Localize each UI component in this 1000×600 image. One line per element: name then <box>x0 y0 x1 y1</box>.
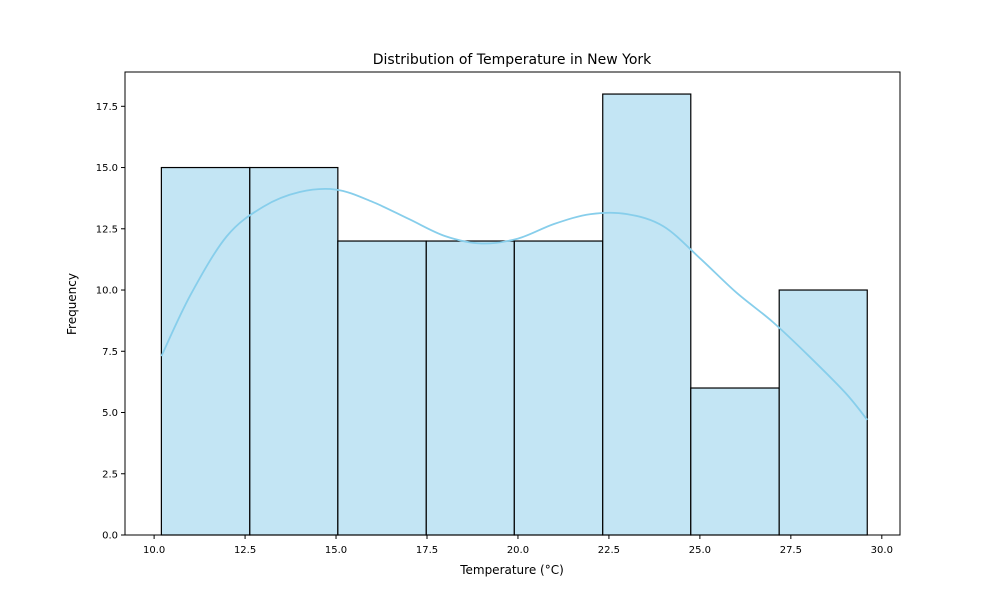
histogram-bar <box>602 93 692 536</box>
x-tick-label: 10.0 <box>143 545 165 556</box>
histogram-bar <box>778 289 868 536</box>
x-axis-ticks: 10.0 12.5 15.0 17.5 20.0 22.5 25.0 27.5 30.0 <box>143 535 893 556</box>
histogram-bar <box>160 166 251 536</box>
x-tick-label: 17.5 <box>416 545 438 556</box>
chart-title: Distribution of Temperature in New York <box>373 52 652 68</box>
x-tick-label: 27.5 <box>780 545 802 556</box>
kde-curve <box>160 187 868 421</box>
x-axis-label: Temperature (°C) <box>459 563 564 577</box>
y-tick-label: 15.0 <box>96 163 118 174</box>
x-tick-label: 15.0 <box>325 545 347 556</box>
histogram-bar <box>513 240 604 536</box>
x-tick-label: 22.5 <box>598 545 620 556</box>
histogram-bar <box>690 387 780 536</box>
histogram-bar <box>249 166 339 536</box>
histogram-bar <box>337 240 427 536</box>
histogram-bar <box>425 240 515 536</box>
x-tick-label: 25.0 <box>689 545 711 556</box>
y-tick-label: 17.5 <box>96 102 118 113</box>
x-tick-label: 30.0 <box>871 545 893 556</box>
y-axis-ticks: 0.0 2.5 5.0 7.5 10.0 12.5 15.0 17.5 <box>96 102 125 542</box>
plot-frame <box>124 71 901 536</box>
x-tick-label: 12.5 <box>234 545 256 556</box>
x-tick-label: 20.0 <box>507 545 529 556</box>
y-axis-label: Frequency <box>65 273 79 335</box>
y-tick-label: 10.0 <box>96 286 118 297</box>
y-tick-label: 7.5 <box>102 347 118 358</box>
histogram-bars <box>160 93 868 536</box>
y-tick-label: 0.0 <box>102 531 118 542</box>
kde-curve-group <box>160 187 868 421</box>
y-tick-label: 2.5 <box>102 469 118 480</box>
y-tick-label: 12.5 <box>96 224 118 235</box>
y-tick-label: 5.0 <box>102 408 118 419</box>
